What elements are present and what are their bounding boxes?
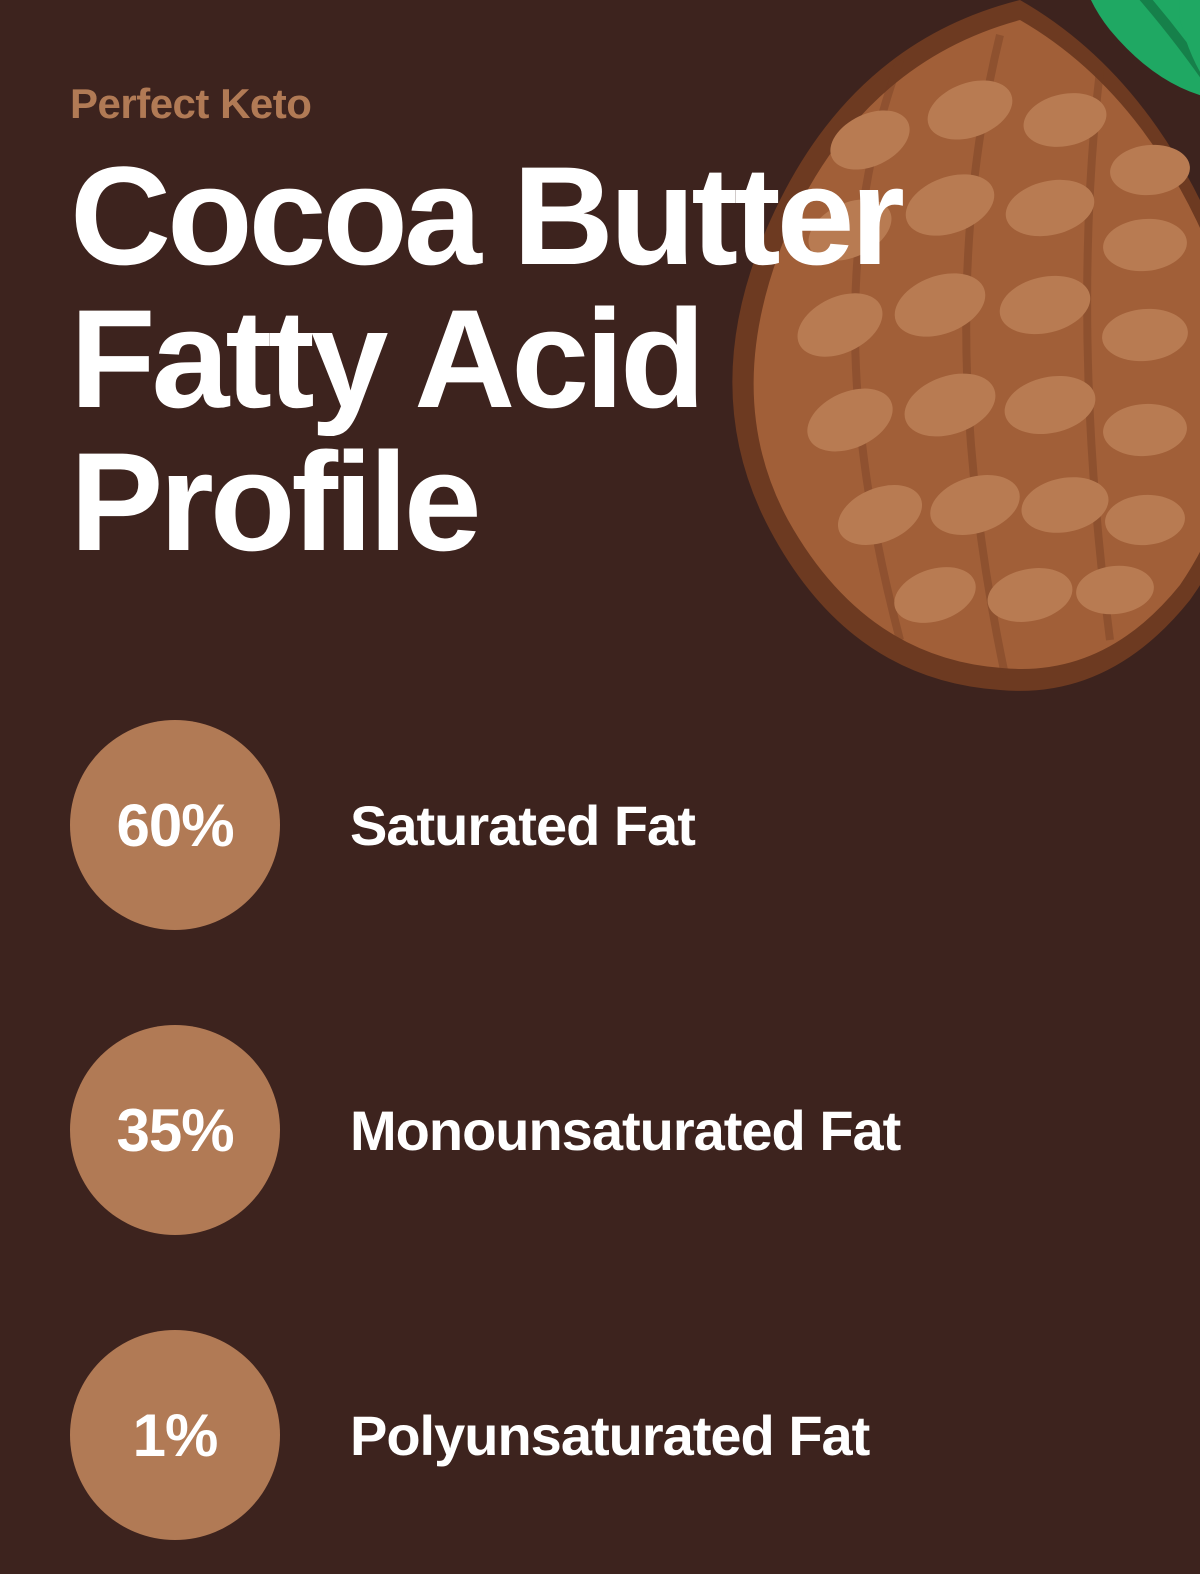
infographic-canvas: Perfect Keto Cocoa Butter Fatty Acid Pro… [0, 0, 1200, 1574]
stat-label: Monounsaturated Fat [350, 1098, 900, 1163]
percent-circle: 1% [70, 1330, 280, 1540]
stat-row: 60% Saturated Fat [70, 720, 900, 930]
stats-list: 60% Saturated Fat 35% Monounsaturated Fa… [70, 720, 900, 1540]
title-line: Fatty Acid [70, 288, 901, 431]
stat-label: Polyunsaturated Fat [350, 1403, 869, 1468]
page-title: Cocoa Butter Fatty Acid Profile [70, 145, 901, 573]
stat-row: 1% Polyunsaturated Fat [70, 1330, 900, 1540]
percent-circle: 60% [70, 720, 280, 930]
brand-label: Perfect Keto [70, 80, 311, 128]
title-line: Profile [70, 431, 901, 574]
title-line: Cocoa Butter [70, 145, 901, 288]
stat-label: Saturated Fat [350, 793, 695, 858]
stat-row: 35% Monounsaturated Fat [70, 1025, 900, 1235]
percent-circle: 35% [70, 1025, 280, 1235]
